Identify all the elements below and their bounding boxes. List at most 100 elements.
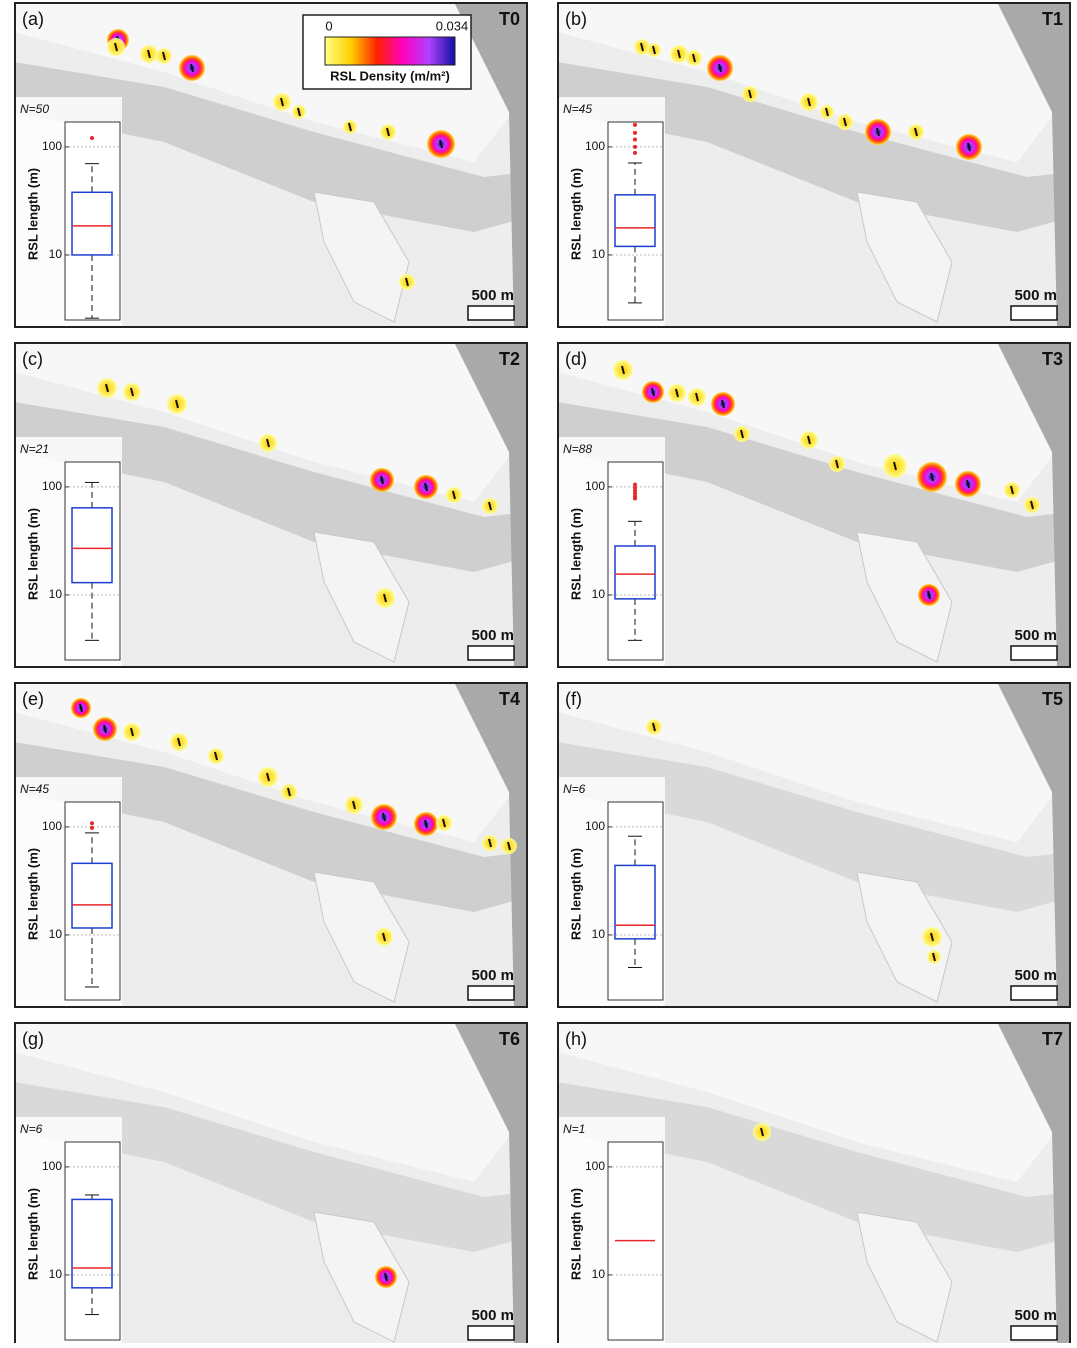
y-tick-label: 100	[585, 479, 605, 493]
rsl-trace	[893, 461, 897, 471]
scale-bar	[1010, 985, 1058, 1001]
rsl-trace	[507, 841, 511, 851]
time-label: T7	[1042, 1029, 1063, 1049]
y-axis-label: RSL length (m)	[568, 848, 583, 940]
rsl-trace	[1010, 485, 1014, 495]
rsl-trace	[287, 787, 291, 797]
rsl-trace	[175, 399, 179, 409]
rsl-trace	[825, 107, 829, 117]
panel-label: (b)	[565, 9, 587, 29]
box	[71, 862, 113, 929]
y-axis-label: RSL length (m)	[25, 1188, 40, 1280]
rsl-trace	[927, 590, 931, 600]
rsl-trace	[652, 722, 656, 732]
count-label: N=6	[20, 1122, 43, 1136]
rsl-trace	[439, 139, 443, 149]
no-data	[997, 682, 1071, 1008]
panel: (f) T5 N=6 RSL length (m) 500 m 10 100	[557, 682, 1071, 1008]
outlier	[633, 122, 637, 127]
time-label: T4	[499, 689, 520, 709]
colorbar: 0 0.034 RSL Density (m/m²)	[302, 14, 472, 90]
outlier	[633, 130, 637, 135]
rsl-trace	[748, 89, 752, 99]
plot-area	[64, 1141, 121, 1341]
scale-bar	[1010, 1325, 1058, 1341]
cliff-band	[557, 742, 1071, 912]
count-label: N=50	[20, 102, 49, 116]
rsl-trace	[105, 383, 109, 393]
rsl-trace	[675, 388, 679, 398]
y-tick-label: 10	[592, 1267, 606, 1281]
scale-bar-label: 500 m	[1014, 1307, 1057, 1324]
rsl-trace	[930, 472, 934, 482]
scale-bar-label: 500 m	[1014, 967, 1057, 984]
crater	[313, 191, 410, 323]
no-data	[454, 1022, 528, 1348]
panel-label: (h)	[565, 1029, 587, 1049]
outlier	[633, 150, 637, 155]
colorbar-max-label: 0.034	[436, 18, 469, 33]
time-label: T1	[1042, 9, 1063, 29]
panel-frame	[557, 682, 1071, 1008]
upland	[14, 1022, 528, 1182]
y-axis-label: RSL length (m)	[25, 508, 40, 600]
rsl-trace	[914, 127, 918, 137]
scale-bar-label: 500 m	[1014, 287, 1057, 304]
box	[614, 864, 656, 940]
y-tick-label: 100	[42, 1159, 62, 1173]
y-tick-label: 10	[49, 927, 63, 941]
rsl-trace	[695, 392, 699, 402]
y-tick-label: 100	[42, 479, 62, 493]
panel-frame	[14, 682, 528, 1008]
upland	[14, 342, 528, 502]
y-tick-label: 100	[585, 1159, 605, 1173]
count-label: N=6	[563, 782, 586, 796]
cliff-band	[14, 1082, 528, 1252]
rsl-trace	[114, 42, 118, 52]
y-tick-label: 10	[592, 587, 606, 601]
cliff-band	[14, 402, 528, 572]
y-tick-label: 10	[592, 247, 606, 261]
rsl-trace	[266, 438, 270, 448]
no-data	[997, 2, 1071, 328]
rsl-trace	[352, 800, 356, 810]
rsl-trace	[488, 838, 492, 848]
colorbar-gradient	[324, 36, 456, 66]
count-label: N=21	[20, 442, 49, 456]
scale-bar	[467, 1325, 515, 1341]
upland	[14, 682, 528, 842]
count-label: N=45	[20, 782, 49, 796]
upland	[557, 682, 1071, 842]
panel-label: (a)	[22, 9, 44, 29]
rsl-trace	[103, 724, 107, 734]
colorbar-title: RSL Density (m/m²)	[330, 68, 450, 83]
y-axis-label: RSL length (m)	[568, 508, 583, 600]
rsl-trace	[266, 772, 270, 782]
rsl-trace	[383, 593, 387, 603]
colorbar-min-label: 0	[325, 18, 332, 33]
upland	[557, 1022, 1071, 1182]
rsl-trace	[640, 42, 644, 52]
outlier	[90, 135, 94, 140]
rsl-trace	[405, 277, 409, 287]
count-label: N=45	[563, 102, 592, 116]
panel-frame	[557, 2, 1071, 328]
y-axis-label: RSL length (m)	[25, 848, 40, 940]
y-tick-label: 10	[49, 247, 63, 261]
rsl-trace	[760, 1127, 764, 1137]
rsl-trace	[718, 63, 722, 73]
no-data	[454, 2, 528, 328]
panel-frame	[14, 2, 528, 328]
rsl-trace	[162, 51, 166, 61]
scale-bar-label: 500 m	[471, 1307, 514, 1324]
time-label: T6	[499, 1029, 520, 1049]
rsl-trace	[424, 819, 428, 829]
time-label: T3	[1042, 349, 1063, 369]
time-label: T0	[499, 9, 520, 29]
cliff-band	[557, 402, 1071, 572]
panel-label: (e)	[22, 689, 44, 709]
crater	[856, 871, 953, 1003]
box	[71, 507, 113, 584]
y-tick-label: 10	[49, 587, 63, 601]
